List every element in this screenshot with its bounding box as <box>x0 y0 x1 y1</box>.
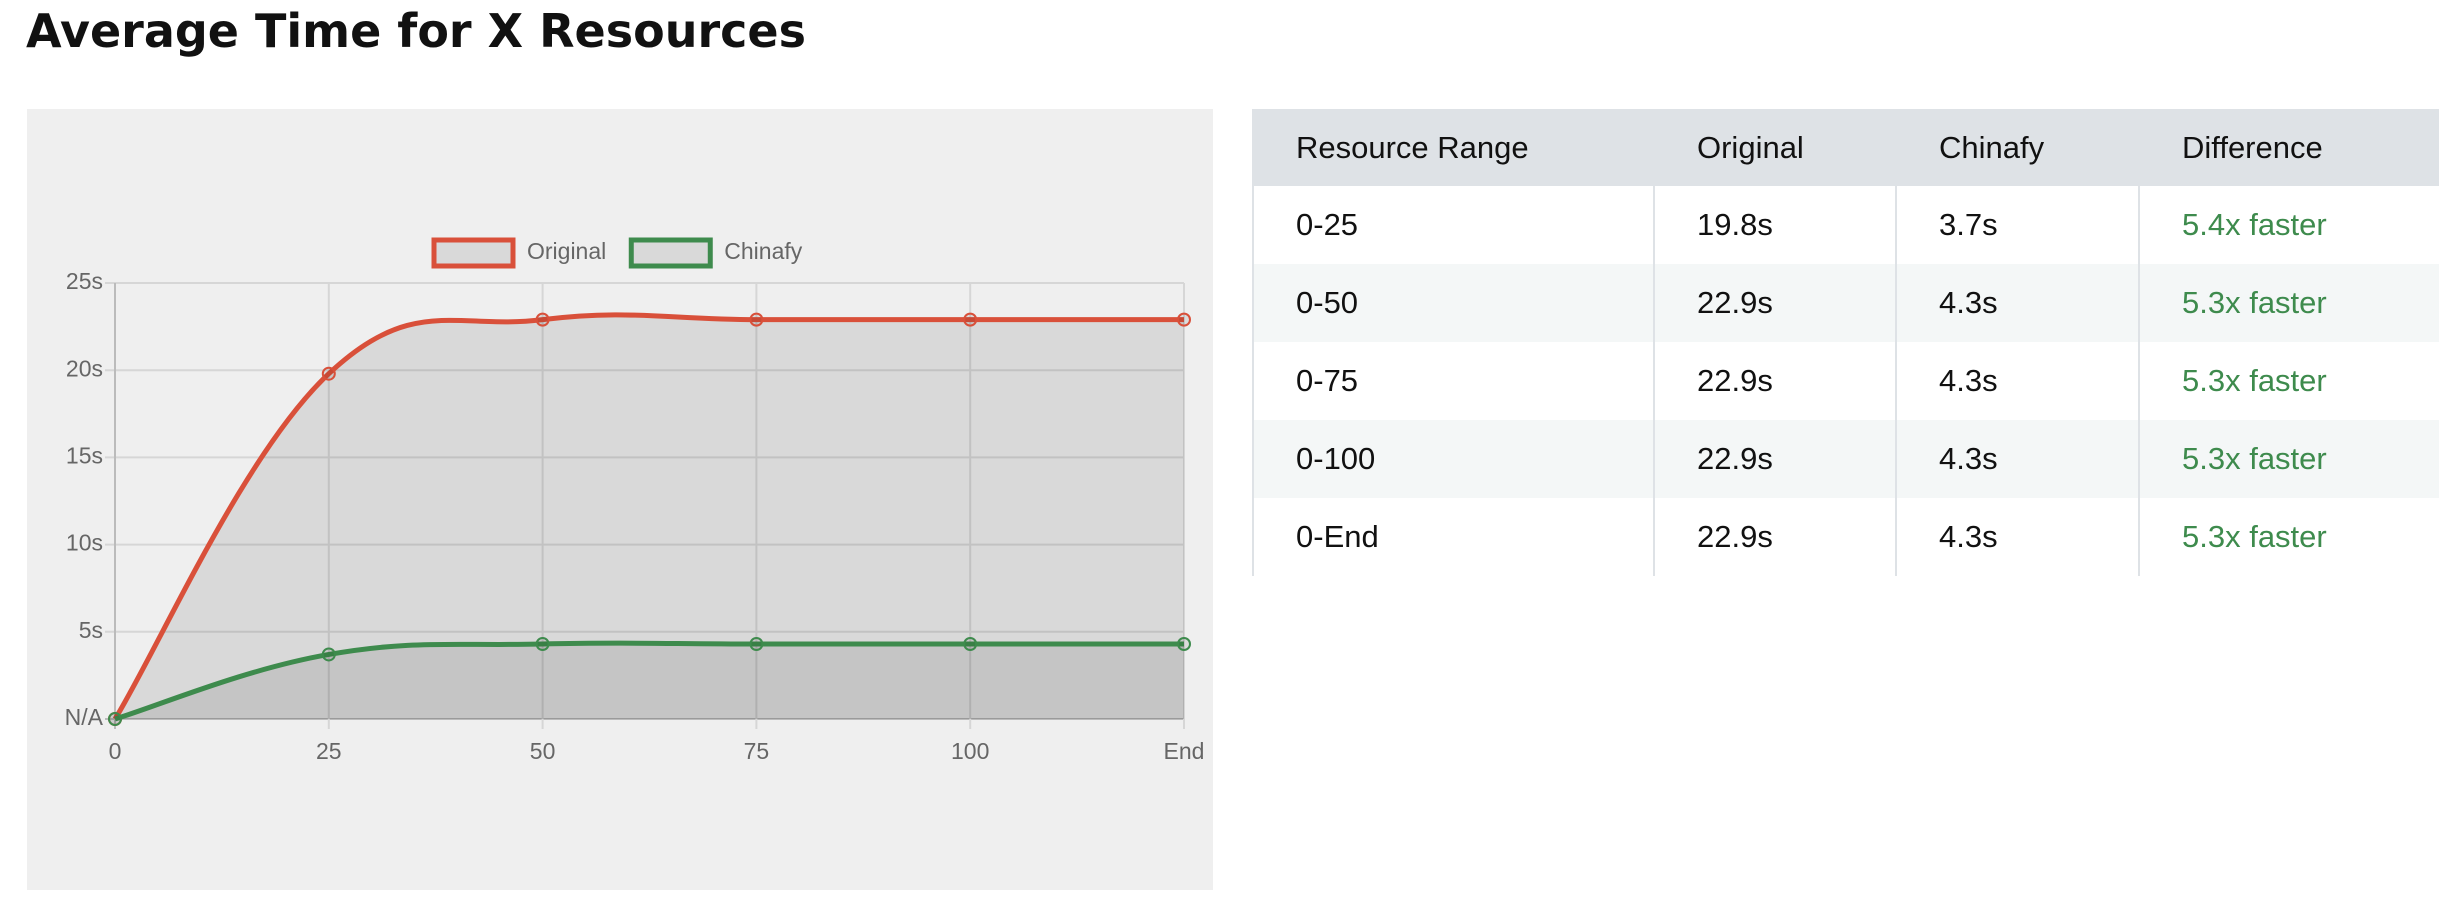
series-line <box>114 640 1184 722</box>
data-point <box>749 637 764 652</box>
table-cell: 22.9s <box>1653 264 1896 342</box>
x-tick-label: End <box>1164 738 1205 764</box>
table-cell: 4.3s <box>1895 498 2139 576</box>
table-cell: 22.9s <box>1653 498 1896 576</box>
table-row: 0-100 22.9s 4.3s 5.3x faster <box>1252 420 2439 498</box>
y-tick-label: 10s <box>66 530 103 556</box>
y-tick-label: N/A <box>65 704 104 730</box>
difference-cell: 5.3x faster <box>2138 420 2439 498</box>
table-row: 0-75 22.9s 4.3s 5.3x faster <box>1252 342 2439 420</box>
page-title: Average Time for X Resources <box>26 4 806 58</box>
chart-panel: N/A 5s 10s 15s 20s 25s 0 25 50 75 100 End Original Ch… <box>27 109 1213 890</box>
table-cell: 3.7s <box>1895 186 2139 264</box>
table-cell: 0-25 <box>1252 186 1654 264</box>
difference-cell: 5.3x faster <box>2138 342 2439 420</box>
x-tick-label: 25 <box>316 738 342 764</box>
table-cell: 0-End <box>1252 498 1654 576</box>
legend-swatch <box>628 237 713 269</box>
difference-cell: 5.3x faster <box>2138 264 2439 342</box>
legend-label: Chinafy <box>724 238 802 264</box>
table-row: 0-50 22.9s 4.3s 5.3x faster <box>1252 264 2439 342</box>
table-cell: 22.9s <box>1653 420 1896 498</box>
table-cell: 4.3s <box>1895 342 2139 420</box>
table-body: 0-25 19.8s 3.7s 5.4x faster 0-50 22.9s 4.3s 5.3… <box>1252 186 2439 576</box>
data-point <box>535 637 550 652</box>
y-tick-label: 25s <box>66 268 103 294</box>
data-point <box>535 312 550 327</box>
x-tick-label: 75 <box>744 738 770 764</box>
table-cell: 22.9s <box>1653 342 1896 420</box>
data-point <box>1177 312 1191 327</box>
series-area <box>115 643 1184 719</box>
data-point <box>321 366 336 381</box>
difference-cell: 5.3x faster <box>2138 498 2439 576</box>
column-header: Difference <box>2138 109 2439 186</box>
table-cell: 0-75 <box>1252 342 1654 420</box>
chart: N/A 5s 10s 15s 20s 25s 0 25 50 75 100 End Original Ch… <box>65 237 1205 764</box>
data-point <box>749 312 764 327</box>
y-tick-label: 15s <box>66 442 103 468</box>
table-cell: 0-50 <box>1252 264 1654 342</box>
table-cell: 4.3s <box>1895 264 2139 342</box>
data-point <box>963 312 978 327</box>
data-point <box>108 712 122 726</box>
data-point <box>321 647 336 662</box>
data-point <box>963 637 978 652</box>
series-line <box>112 312 1184 721</box>
table-row: 0-End 22.9s 4.3s 5.3x faster <box>1252 498 2439 576</box>
x-tick-label: 100 <box>951 738 989 764</box>
y-tick-label: 20s <box>66 355 103 381</box>
column-header: Resource Range <box>1252 109 1654 186</box>
y-tick-label: 5s <box>79 617 103 643</box>
table-cell: 19.8s <box>1653 186 1896 264</box>
legend-swatch <box>431 237 516 269</box>
table-cell: 4.3s <box>1895 420 2139 498</box>
header-row: Resource Range Original Chinafy Difference <box>1252 109 2439 186</box>
data-point <box>1177 637 1191 652</box>
x-tick-label: 0 <box>109 738 122 764</box>
series-area <box>115 314 1184 719</box>
results-table: Resource Range Original Chinafy Difference … <box>1252 109 2439 576</box>
difference-cell: 5.4x faster <box>2138 186 2439 264</box>
table-row: 0-25 19.8s 3.7s 5.4x faster <box>1252 186 2439 264</box>
column-header: Original <box>1653 109 1896 186</box>
legend-label: Original <box>527 238 606 264</box>
column-header: Chinafy <box>1895 109 2139 186</box>
table-cell: 0-100 <box>1252 420 1654 498</box>
x-tick-label: 50 <box>530 738 556 764</box>
